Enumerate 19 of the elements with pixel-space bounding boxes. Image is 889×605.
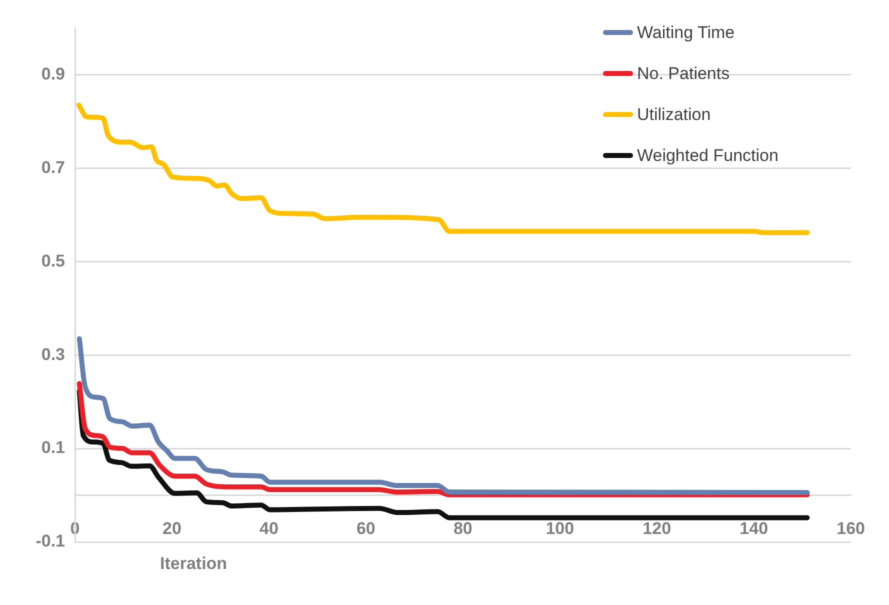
- x-tick-label: 140: [740, 519, 768, 538]
- legend-label: Weighted Function: [637, 146, 778, 166]
- x-axis-title: Iteration: [160, 554, 228, 574]
- x-tick-label: 20: [162, 519, 182, 538]
- x-tick-label: 80: [453, 519, 472, 538]
- x-tick-label: 60: [356, 519, 376, 538]
- legend-label: No. Patients: [637, 64, 730, 84]
- y-tick-label: -0.1: [36, 532, 65, 551]
- y-tick-label: 0.5: [41, 251, 65, 270]
- x-tick-label: 160: [836, 519, 866, 538]
- y-tick-label: 0.1: [41, 438, 65, 458]
- y-tick-label: 0.3: [41, 344, 65, 364]
- y-tick-label: 0.7: [41, 158, 65, 177]
- legend-label: Utilization: [637, 104, 711, 124]
- legend-label: Waiting Time: [637, 22, 735, 42]
- x-tick-label: 100: [546, 519, 574, 538]
- x-tick-label: 40: [259, 519, 278, 538]
- y-tick-label: 0.9: [41, 64, 65, 84]
- x-tick-label: 120: [642, 519, 672, 538]
